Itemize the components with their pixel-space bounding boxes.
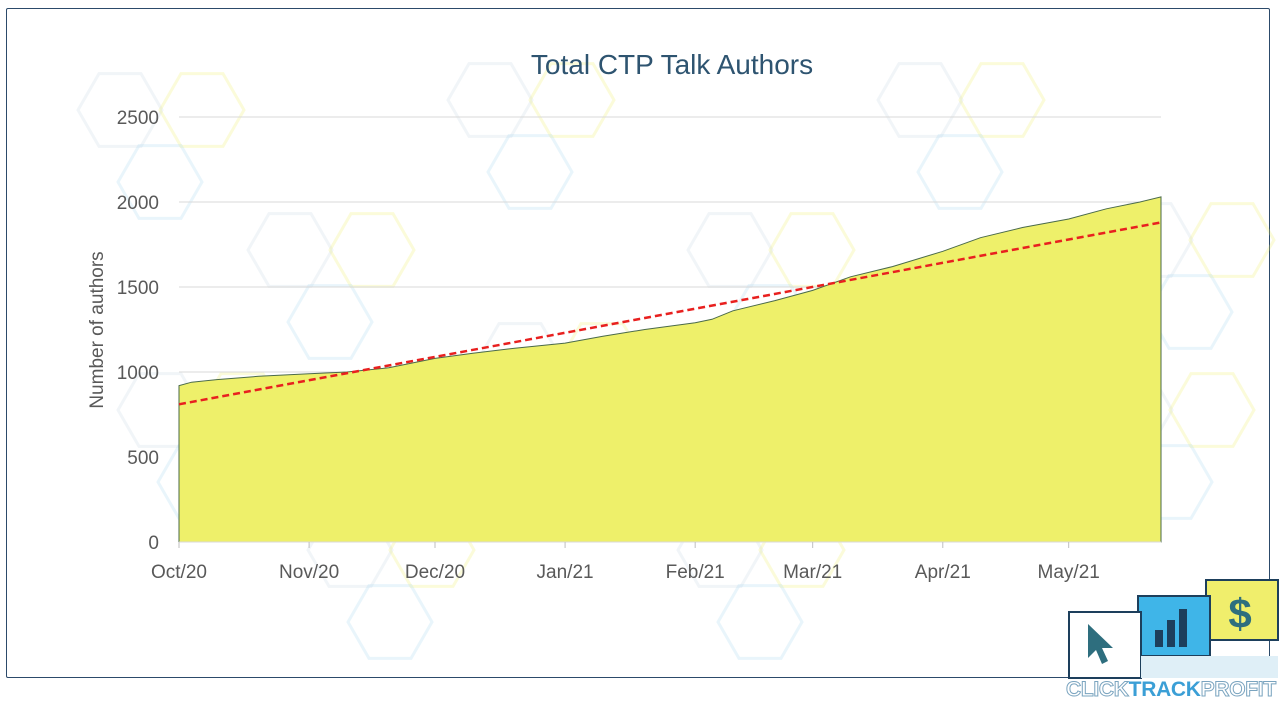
cursor-icon xyxy=(1088,624,1113,664)
watermark-hexagon xyxy=(1168,372,1256,448)
watermark-hexagon xyxy=(486,134,574,210)
logo-text-profit: PROFIT xyxy=(1200,678,1277,702)
y-tick-label: 0 xyxy=(148,533,159,554)
watermark-hexagon xyxy=(286,284,374,360)
watermark-hexagon xyxy=(958,62,1046,138)
chart-frame xyxy=(6,8,1270,678)
x-tick-label: Apr/21 xyxy=(915,562,971,583)
y-tick-label: 1500 xyxy=(117,278,159,299)
watermark-hexagon xyxy=(876,62,964,138)
clicktrackprofit-logo: $ xyxy=(1068,579,1279,679)
trendline-series xyxy=(178,221,1162,406)
watermark-hexagon xyxy=(916,134,1004,210)
watermark-hexagon xyxy=(346,584,434,660)
x-tick-label: Nov/20 xyxy=(279,562,339,583)
watermark-hexagon xyxy=(158,72,246,148)
y-tick-label: 2500 xyxy=(117,108,159,129)
dollar-icon: $ xyxy=(1228,590,1251,637)
watermark-hexagon xyxy=(768,212,856,288)
watermark-hexagon xyxy=(528,62,616,138)
watermark-hexagon xyxy=(116,144,204,220)
chart-title: Total CTP Talk Authors xyxy=(531,49,813,80)
watermark-hexagon xyxy=(1188,202,1276,278)
x-tick-label: Oct/20 xyxy=(151,562,207,583)
logo-gradient-strip xyxy=(1141,656,1278,678)
y-tick-label: 1000 xyxy=(117,363,159,384)
x-tick-label: Jan/21 xyxy=(537,562,594,583)
x-tick-label: Mar/21 xyxy=(783,562,842,583)
axis-layer: 0 500 1000 1500 2000 2500 Oct/20 Nov/20 Dec/20 Ja… xyxy=(117,108,1161,583)
area-series-layer xyxy=(178,196,1162,543)
bar-chart-icon xyxy=(1155,609,1187,647)
logo-wordmark: CLICKTRACKPROFIT xyxy=(1066,678,1277,702)
trendline-layer xyxy=(178,221,1162,406)
y-axis-title: Number of authors xyxy=(87,251,108,408)
watermark-hexagon xyxy=(446,62,534,138)
x-tick-label: May/21 xyxy=(1038,562,1100,583)
watermark-hexagon xyxy=(686,212,774,288)
watermark-hexagon xyxy=(76,72,164,148)
y-tick-label: 2000 xyxy=(117,193,159,214)
logo-yellow-tile xyxy=(1205,579,1279,641)
x-tick-label: Feb/21 xyxy=(666,562,725,583)
logo-text-track: TRACK xyxy=(1128,678,1201,701)
logo-text-click: CLICK xyxy=(1066,678,1130,702)
area-series xyxy=(178,196,1162,543)
x-tick-label: Dec/20 xyxy=(405,562,465,583)
watermark-hexagon xyxy=(246,212,334,288)
watermark-hexagon xyxy=(328,212,416,288)
y-tick-label: 500 xyxy=(127,448,159,469)
watermark-hexagon xyxy=(716,584,804,660)
